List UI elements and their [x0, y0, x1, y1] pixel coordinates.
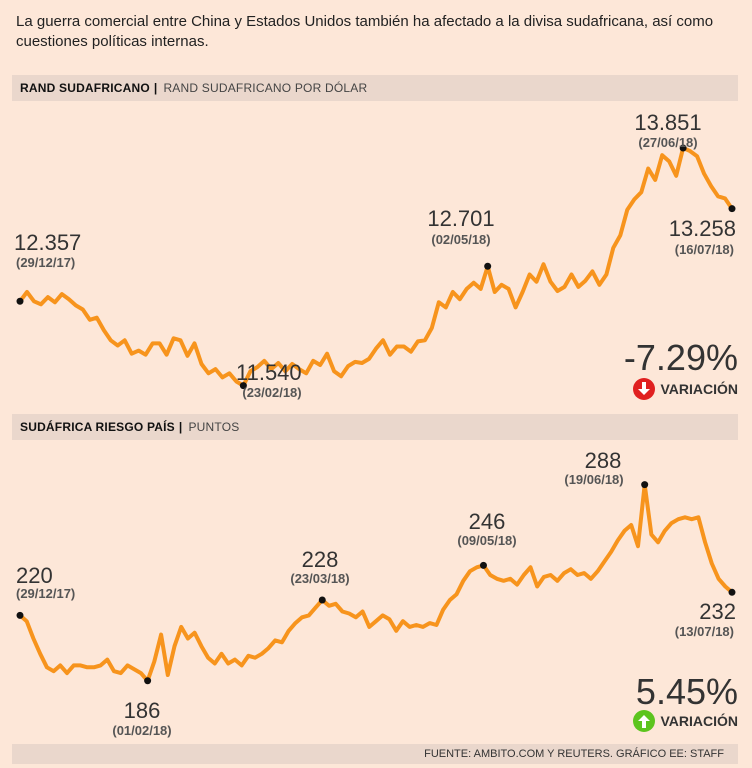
series-line — [18, 146, 734, 388]
data-label-value: 246 — [469, 509, 506, 534]
arrow-down-icon — [633, 378, 655, 400]
title-separator: | — [153, 81, 158, 95]
data-label-date: (29/12/17) — [16, 586, 75, 601]
data-point-marker — [318, 596, 326, 604]
data-point-marker — [144, 677, 152, 685]
data-label-date: (27/06/18) — [638, 135, 697, 150]
risk-chart-subtitle: PUNTOS — [188, 420, 240, 434]
data-point-marker — [479, 561, 487, 569]
rand-chart-title: RAND SUDAFRICANO — [20, 81, 150, 95]
data-label-value: 11.540 — [236, 360, 302, 385]
title-separator: | — [178, 420, 183, 434]
data-point-marker — [728, 588, 736, 596]
data-label-value: 186 — [124, 698, 161, 723]
data-point-marker — [484, 262, 492, 270]
data-label-value: 12.701 — [427, 206, 494, 231]
data-label-value: 288 — [585, 448, 622, 473]
data-point-marker — [16, 611, 24, 619]
source-footer: FUENTE: AMBITO.COM Y REUTERS. GRÁFICO EE… — [12, 744, 738, 764]
intro-text: La guerra comercial entre China y Estado… — [16, 13, 714, 50]
data-point-marker — [641, 481, 649, 489]
rand-section-header: RAND SUDAFRICANO | RAND SUDAFRICANO POR … — [12, 75, 738, 101]
variation-label: VARIACIÓN — [660, 712, 738, 729]
series-line — [18, 482, 734, 683]
data-label-date: (02/05/18) — [431, 232, 490, 247]
risk-chart-title: SUDÁFRICA RIESGO PAÍS — [20, 420, 175, 434]
data-label-value: 220 — [16, 563, 53, 588]
data-point-marker — [679, 144, 687, 152]
data-label-value: 13.258 — [669, 216, 736, 241]
risk-section-header: SUDÁFRICA RIESGO PAÍS | PUNTOS — [12, 414, 738, 440]
data-label-value: 232 — [699, 599, 736, 624]
data-label-value: 13.851 — [634, 110, 701, 135]
arrow-up-icon — [633, 710, 655, 732]
data-label-value: 12.357 — [14, 230, 81, 255]
data-label-date: (29/12/17) — [16, 255, 75, 270]
data-label-value: 228 — [302, 547, 339, 572]
data-label-date: (01/02/18) — [112, 723, 171, 738]
variation-percent: 5.45% — [636, 671, 738, 712]
data-point-marker — [16, 297, 24, 305]
data-label-date: (23/02/18) — [242, 385, 301, 400]
data-point-marker — [239, 382, 247, 390]
variation-percent: -7.29% — [624, 337, 738, 378]
data-label-date: (16/07/18) — [675, 242, 734, 257]
data-label-date: (09/05/18) — [457, 533, 516, 548]
rand-chart-subtitle: RAND SUDAFRICANO POR DÓLAR — [163, 81, 368, 95]
data-label-date: (13/07/18) — [675, 624, 734, 639]
data-point-marker — [728, 205, 736, 213]
data-label-date: (23/03/18) — [290, 571, 349, 586]
data-label-date: (19/06/18) — [564, 472, 623, 487]
variation-label: VARIACIÓN — [660, 380, 738, 397]
